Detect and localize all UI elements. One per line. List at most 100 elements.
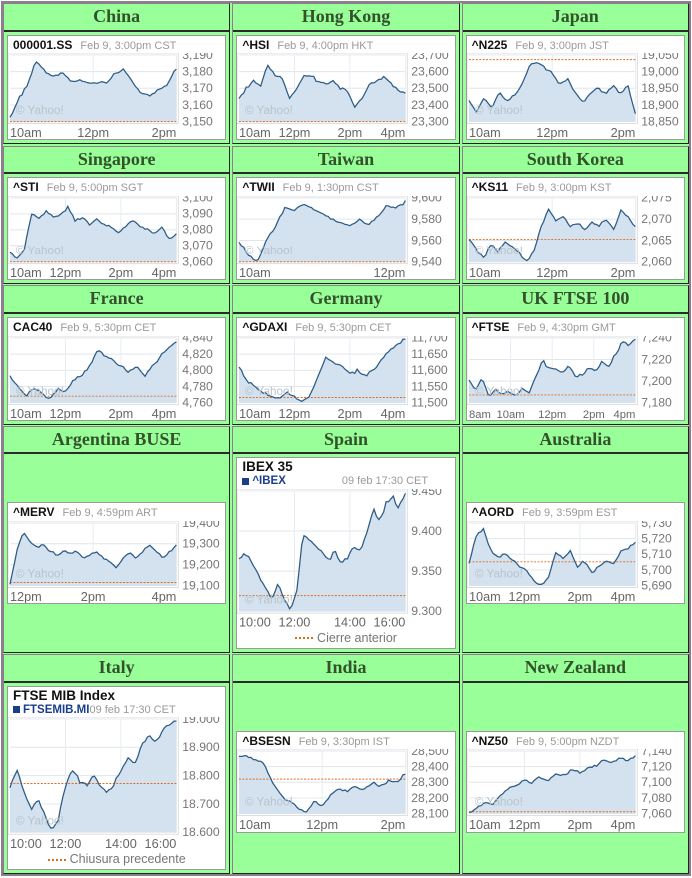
svg-text:10am: 10am (239, 818, 271, 832)
svg-text:12pm: 12pm (50, 266, 82, 279)
svg-text:28,300: 28,300 (412, 776, 450, 790)
svg-text:23,600: 23,600 (412, 65, 450, 79)
svg-text:2,075: 2,075 (641, 196, 672, 205)
svg-text:12pm: 12pm (374, 266, 406, 279)
svg-text:11,500: 11,500 (412, 395, 449, 409)
svg-text:7,100: 7,100 (641, 776, 672, 790)
svg-text:9,600: 9,600 (412, 196, 443, 205)
svg-text:28,200: 28,200 (412, 791, 450, 805)
svg-text:2pm: 2pm (81, 589, 106, 603)
svg-text:12pm: 12pm (279, 127, 311, 140)
svg-text:11,700: 11,700 (412, 336, 449, 345)
svg-text:10am: 10am (10, 127, 42, 140)
svg-text:19,300: 19,300 (182, 537, 220, 551)
svg-text:19,050: 19,050 (641, 53, 679, 62)
svg-text:2pm: 2pm (381, 818, 406, 832)
svg-text:3,160: 3,160 (182, 98, 213, 112)
svg-text:10am: 10am (239, 266, 271, 279)
svg-text:19,100: 19,100 (182, 579, 220, 593)
svg-text:9,580: 9,580 (412, 212, 443, 226)
svg-text:© Yahoo!: © Yahoo! (474, 244, 522, 257)
svg-text:7,140: 7,140 (641, 749, 672, 758)
svg-text:12pm: 12pm (50, 407, 82, 420)
svg-text:2,065: 2,065 (641, 233, 672, 247)
svg-text:12pm: 12pm (538, 409, 566, 420)
svg-text:12:00: 12:00 (50, 837, 82, 850)
svg-text:© Yahoo!: © Yahoo! (16, 385, 64, 398)
svg-text:19.000: 19.000 (182, 717, 220, 726)
svg-text:10am: 10am (469, 127, 501, 140)
svg-text:© Yahoo!: © Yahoo! (16, 104, 64, 117)
svg-text:© Yahoo!: © Yahoo! (474, 796, 522, 809)
svg-text:2pm: 2pm (567, 589, 592, 603)
svg-text:10:00: 10:00 (10, 837, 42, 850)
svg-text:4pm: 4pm (613, 409, 635, 420)
svg-text:12pm: 12pm (10, 589, 42, 603)
svg-text:2pm: 2pm (338, 127, 363, 140)
svg-text:© Yahoo!: © Yahoo! (245, 104, 293, 117)
svg-text:4,800: 4,800 (182, 363, 213, 377)
svg-text:5,690: 5,690 (641, 579, 672, 593)
svg-text:© Yahoo!: © Yahoo! (245, 594, 293, 607)
svg-text:10:00: 10:00 (239, 616, 271, 629)
svg-text:12:00: 12:00 (279, 616, 311, 629)
svg-text:© Yahoo!: © Yahoo! (16, 568, 64, 581)
svg-text:4,760: 4,760 (182, 395, 213, 409)
svg-text:4pm: 4pm (152, 589, 177, 603)
svg-text:19,200: 19,200 (182, 558, 220, 572)
svg-text:2pm: 2pm (338, 407, 363, 420)
svg-text:12pm: 12pm (77, 127, 109, 140)
svg-text:3,170: 3,170 (182, 82, 213, 96)
svg-text:3,180: 3,180 (182, 65, 213, 79)
svg-text:4,820: 4,820 (182, 347, 213, 361)
svg-text:12pm: 12pm (279, 407, 311, 420)
svg-text:23,700: 23,700 (412, 53, 450, 62)
svg-text:2pm: 2pm (567, 818, 592, 832)
svg-text:14:00: 14:00 (105, 837, 137, 850)
svg-text:23,400: 23,400 (412, 98, 450, 112)
svg-text:12pm: 12pm (536, 266, 568, 279)
svg-text:11,650: 11,650 (412, 347, 449, 361)
svg-text:19,000: 19,000 (641, 65, 679, 79)
svg-text:© Yahoo!: © Yahoo! (245, 796, 293, 809)
svg-text:18.700: 18.700 (182, 797, 220, 811)
svg-text:11,550: 11,550 (412, 379, 449, 393)
svg-text:5,710: 5,710 (641, 547, 672, 561)
svg-text:© Yahoo!: © Yahoo! (245, 244, 293, 257)
svg-text:7,080: 7,080 (641, 791, 672, 805)
svg-text:3,080: 3,080 (182, 223, 213, 237)
svg-text:9.400: 9.400 (412, 524, 443, 538)
svg-text:18,850: 18,850 (641, 115, 679, 129)
svg-text:12pm: 12pm (508, 589, 540, 603)
svg-text:11,600: 11,600 (412, 363, 449, 377)
svg-text:8am: 8am (469, 409, 491, 420)
svg-text:3,070: 3,070 (182, 239, 213, 253)
svg-text:5,700: 5,700 (641, 563, 672, 577)
svg-text:23,300: 23,300 (412, 115, 450, 129)
svg-text:3,100: 3,100 (182, 196, 213, 205)
svg-text:4,780: 4,780 (182, 379, 213, 393)
svg-text:10am: 10am (469, 266, 501, 279)
svg-text:4pm: 4pm (381, 407, 406, 420)
svg-text:18,900: 18,900 (641, 98, 679, 112)
svg-text:9,560: 9,560 (412, 233, 443, 247)
svg-text:16:00: 16:00 (145, 837, 177, 850)
svg-text:2pm: 2pm (610, 266, 635, 279)
svg-text:9.350: 9.350 (412, 564, 443, 578)
svg-text:18,950: 18,950 (641, 82, 679, 96)
svg-text:9,540: 9,540 (412, 255, 443, 269)
svg-text:9.300: 9.300 (412, 604, 443, 618)
svg-text:3,060: 3,060 (182, 255, 213, 269)
svg-text:28,400: 28,400 (412, 760, 450, 774)
svg-text:18.600: 18.600 (182, 826, 220, 840)
svg-text:10am: 10am (10, 266, 42, 279)
svg-text:18.800: 18.800 (182, 769, 220, 783)
svg-text:7,060: 7,060 (641, 807, 672, 821)
svg-text:4pm: 4pm (381, 127, 406, 140)
svg-text:© Yahoo!: © Yahoo! (474, 104, 522, 117)
svg-text:7,220: 7,220 (641, 352, 672, 366)
svg-text:© Yahoo!: © Yahoo! (245, 385, 293, 398)
svg-text:12pm: 12pm (307, 818, 339, 832)
svg-text:© Yahoo!: © Yahoo! (474, 385, 522, 398)
svg-text:18.900: 18.900 (182, 741, 220, 755)
